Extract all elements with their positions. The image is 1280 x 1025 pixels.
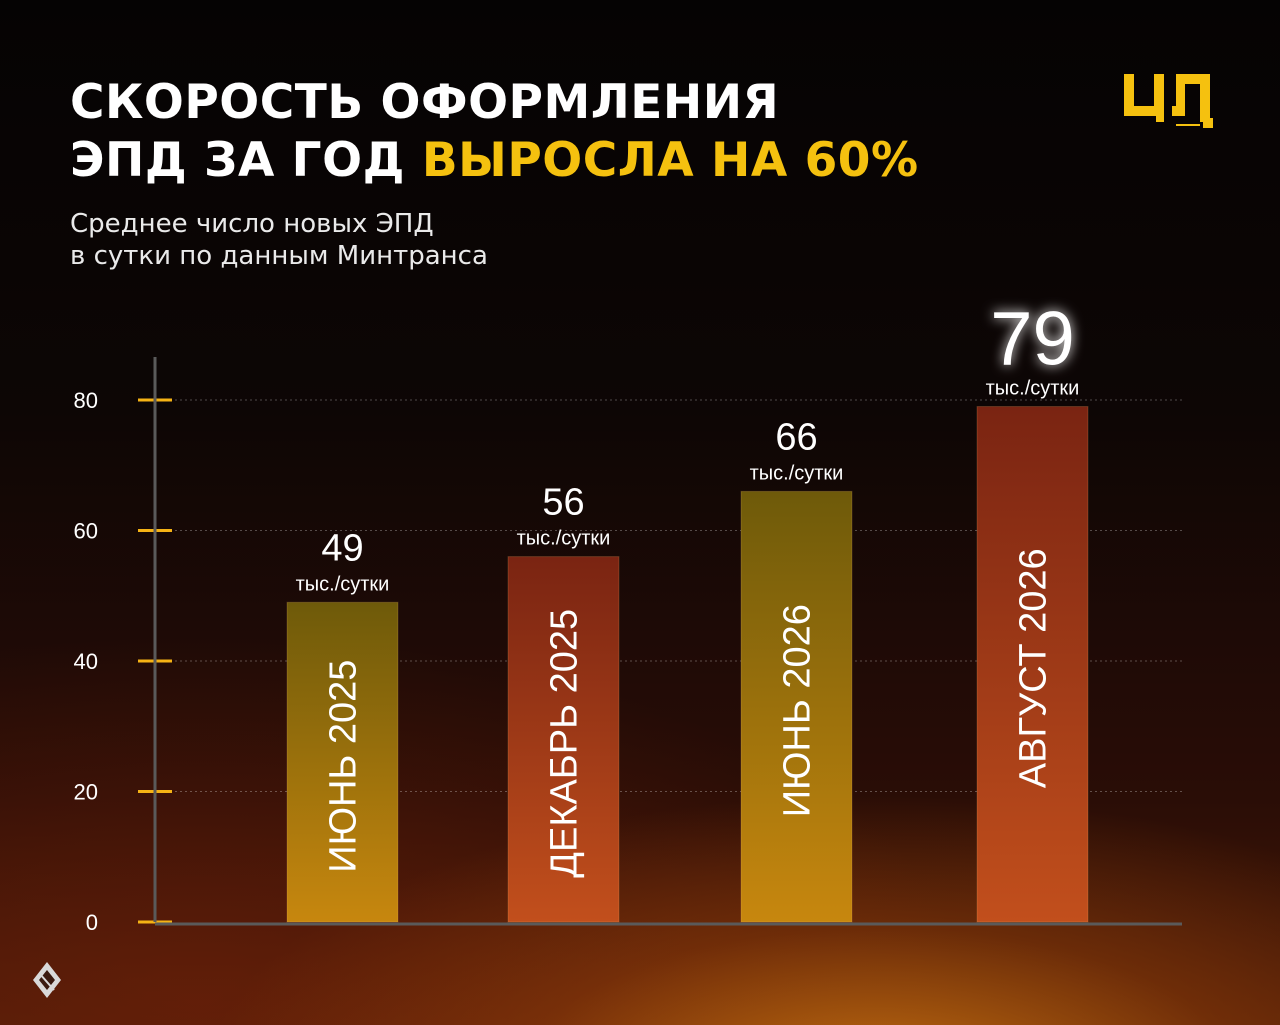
page-subtitle: Среднее число новых ЭПД в сутки по данны… — [70, 208, 488, 272]
bar — [507, 556, 620, 923]
bar-value-label: 56 — [542, 482, 584, 524]
bar — [740, 490, 853, 923]
bar-unit-label: тыс./сутки — [517, 528, 611, 550]
bars: ИЮНЬ 2025 ДЕКАБРЬ 2025 ИЮНЬ 2026 АВГУСТ 202… — [286, 406, 1089, 923]
bar-value-label: 49 — [321, 527, 363, 569]
bar-category-label: ИЮНЬ 2025 — [323, 660, 365, 873]
y-tick-label: 20 — [74, 780, 98, 805]
bar-value-label: 66 — [775, 416, 817, 458]
subtitle-line-1: Среднее число новых ЭПД — [70, 209, 434, 239]
bar-category-label: АВГУСТ 2026 — [1013, 548, 1055, 788]
subtitle-line-2: в сутки по данным Минтранса — [70, 241, 488, 271]
bar — [976, 406, 1089, 923]
bar — [286, 601, 399, 923]
bar-category-label: ИЮНЬ 2026 — [777, 604, 819, 817]
bar-unit-label: тыс./сутки — [296, 573, 390, 595]
bar-unit-label: тыс./сутки — [986, 378, 1080, 400]
y-tick-label: 0 — [86, 910, 98, 935]
title-line-1: СКОРОСТЬ ОФОРМЛЕНИЯ — [70, 75, 780, 130]
bar-category-label: ДЕКАБРЬ 2025 — [544, 609, 586, 878]
axes: 0 20 40 60 80 — [74, 357, 1182, 935]
y-tick-label: 60 — [74, 519, 98, 544]
y-tick-label: 80 — [74, 388, 98, 413]
diamond-logo-icon — [33, 962, 61, 998]
title-line-2-prefix: ЭПД ЗА ГОД — [70, 133, 422, 188]
data-labels: 49тыс./сутки56тыс./сутки66тыс./сутки79ты… — [296, 297, 1080, 596]
page-title: СКОРОСТЬ ОФОРМЛЕНИЯ ЭПД ЗА ГОД ВЫРОСЛА Н… — [70, 74, 919, 190]
bar-value-label: 79 — [990, 297, 1075, 382]
bar-unit-label: тыс./сутки — [750, 462, 844, 484]
y-tick-label: 40 — [74, 649, 98, 674]
cl-logo-icon: ЦЛ — [1124, 74, 1213, 128]
title-highlight: ВЫРОСЛА НА 60% — [421, 133, 919, 188]
